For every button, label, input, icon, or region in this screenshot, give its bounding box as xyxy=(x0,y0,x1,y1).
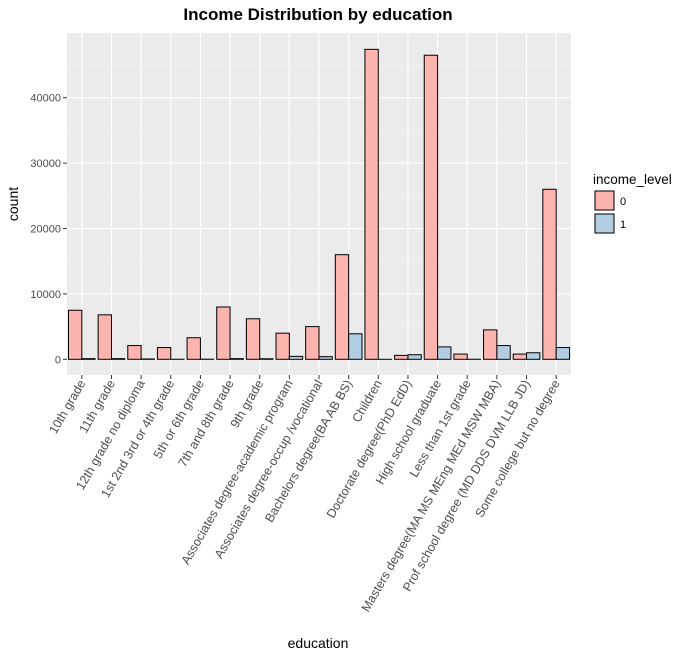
legend-key-0 xyxy=(594,190,615,211)
bar-level-0 xyxy=(186,337,201,360)
bar-level-1 xyxy=(555,347,571,360)
bar-level-1 xyxy=(259,358,274,360)
bars xyxy=(67,48,571,360)
y-axis-title: count xyxy=(5,187,21,221)
bar-level-1 xyxy=(348,333,363,360)
bar-level-0 xyxy=(127,345,142,360)
bar-level-0 xyxy=(483,329,498,360)
chart-title: Income Distribution by education xyxy=(183,5,452,24)
y-tick-label: 20000 xyxy=(30,224,61,236)
bar-level-1 xyxy=(437,346,452,360)
bar-level-1 xyxy=(318,356,333,360)
x-axis-title: education xyxy=(288,635,349,651)
bar-level-0 xyxy=(453,353,468,360)
bar-level-0 xyxy=(275,332,290,360)
bar-level-1 xyxy=(288,355,304,360)
bar-level-0 xyxy=(305,326,320,360)
legend-label-1: 1 xyxy=(620,219,626,231)
bar-level-0 xyxy=(97,314,112,360)
bar-level-0 xyxy=(542,188,557,360)
legend: income_level 0 1 xyxy=(593,172,672,234)
bar-level-1 xyxy=(110,358,126,360)
legend-label-0: 0 xyxy=(620,196,626,208)
legend-key-1 xyxy=(594,213,615,234)
bar-level-1 xyxy=(81,358,96,360)
bar-level-0 xyxy=(512,353,528,360)
bar-level-1 xyxy=(229,358,244,360)
bar-level-1 xyxy=(407,354,422,360)
bar-level-0 xyxy=(216,306,231,360)
y-tick-label: 10000 xyxy=(30,289,61,301)
bar-level-0 xyxy=(423,54,439,360)
y-tick-label: 30000 xyxy=(30,158,61,170)
bar-level-0 xyxy=(245,318,261,360)
bar-level-0 xyxy=(364,48,379,360)
bar-level-1 xyxy=(526,352,541,360)
y-axis: 0 10000 20000 30000 40000 xyxy=(30,93,67,366)
bar-level-1 xyxy=(496,345,511,360)
legend-title: income_level xyxy=(593,172,672,187)
bar-level-0 xyxy=(334,254,350,360)
bar-level-0 xyxy=(67,309,83,360)
y-tick-label: 0 xyxy=(55,354,61,366)
y-tick-label: 40000 xyxy=(30,93,61,105)
bar-level-0 xyxy=(156,347,172,360)
bar-level-0 xyxy=(394,354,409,360)
